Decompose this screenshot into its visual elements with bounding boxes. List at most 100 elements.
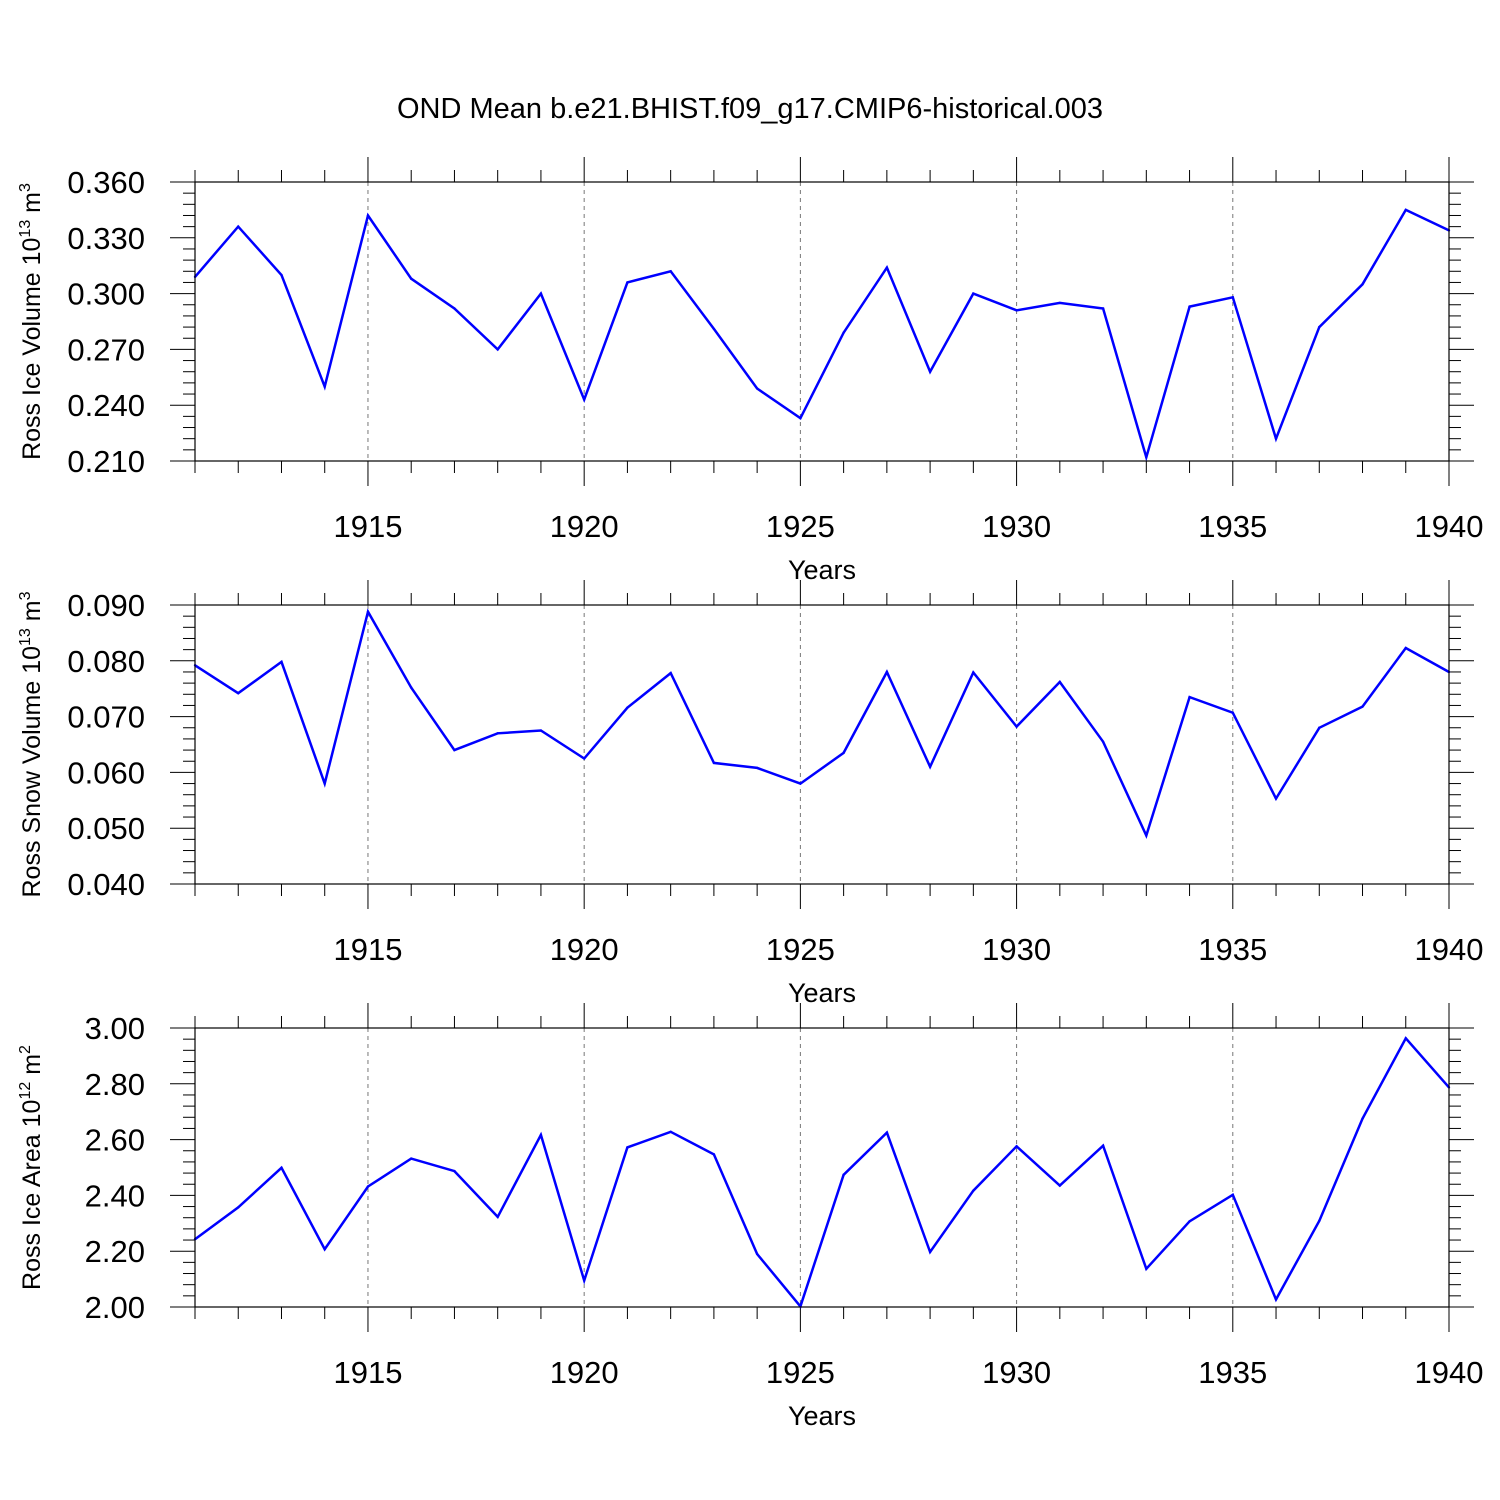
data-point-1934 [1188,1220,1191,1223]
x-tick-label: 1930 [982,1355,1051,1390]
data-point-1922 [669,1130,672,1133]
data-point-1927 [885,670,889,674]
data-point-1923 [712,761,716,765]
data-point-1930 [1015,309,1018,312]
y-tick-label: 2.40 [85,1178,145,1213]
y-tick-label: 0.070 [67,700,145,735]
data-point-1927 [885,1131,889,1134]
data-point-1918 [496,1215,499,1219]
data-point-1915 [366,610,370,613]
data-point-1914 [323,782,326,785]
x-tick-label: 1940 [1415,1355,1484,1390]
x-tick-label: 1925 [766,1355,835,1390]
data-point-1918 [496,732,499,735]
data-point-1915 [366,1185,370,1188]
y-tick-label: 0.330 [67,221,145,256]
data-point-1913 [280,273,283,277]
data-point-1937 [1318,1219,1321,1222]
data-point-1912 [237,1206,240,1209]
series-line [194,608,1450,839]
data-point-1918 [496,348,499,351]
data-point-1929 [972,1189,975,1192]
y-tick-label: 0.060 [67,755,145,790]
data-point-1916 [410,1157,413,1160]
y-axis-label: Ross Ice Volume 1013 m3 [17,183,46,460]
data-point-1933 [1145,456,1148,459]
y-tick-label: 2.80 [85,1067,145,1102]
data-point-1930 [1015,1145,1018,1148]
data-point-1932 [1101,1144,1105,1147]
y-tick-label: 0.300 [67,277,145,312]
data-point-1920 [582,398,586,401]
panel-3: 2.00 2.20 2.40 2.60 2.80 3.00 1915 1920 1925 1930… [17,1003,1483,1431]
plot-frame [194,604,1450,885]
data-point-1916 [410,686,413,689]
data-point-1919 [539,1133,543,1137]
data-point-1937 [1318,325,1321,329]
data-point-1939 [1404,1037,1407,1040]
y-axis-label: Ross Snow Volume 1013 m3 [17,591,46,897]
x-axis-label: Years [788,978,856,1008]
x-tick-label: 1915 [333,509,402,544]
data-point-1912 [237,225,240,228]
y-tick-label: 0.080 [67,644,145,679]
data-point-1913 [280,660,283,664]
data-point-1926 [842,331,845,334]
data-point-1913 [280,1166,283,1169]
x-tick-label: 1925 [766,932,835,967]
data-point-1932 [1101,740,1105,743]
data-point-1928 [928,765,932,769]
y-tick-label: 2.00 [85,1290,145,1325]
y-tick-label: 3.00 [85,1011,145,1046]
data-point-1924 [755,766,759,770]
y-tick-label: 0.040 [67,867,145,902]
x-tick-label: 1940 [1415,509,1484,544]
data-point-1936 [1274,797,1278,800]
x-tick-label: 1920 [550,509,619,544]
data-point-1914 [323,385,326,388]
x-tick-label: 1935 [1198,1355,1267,1390]
data-point-1929 [972,671,975,674]
data-point-1931 [1058,1184,1062,1187]
y-tick-label: 2.20 [85,1234,145,1269]
data-point-1938 [1361,283,1364,286]
data-point-1917 [453,1169,456,1173]
data-point-1937 [1318,726,1321,729]
panel-2: 0.040 0.050 0.060 0.070 0.080 0.090 1915 1920 19… [17,580,1483,1008]
data-point-1934 [1188,305,1191,308]
data-point-1925 [799,782,802,785]
data-point-1933 [1145,1267,1148,1270]
data-point-1935 [1231,1193,1234,1197]
data-point-1939 [1404,208,1407,212]
x-tick-label: 1930 [982,932,1051,967]
data-point-1931 [1058,301,1062,305]
data-point-1923 [712,1153,716,1156]
y-tick-label: 0.090 [67,588,145,623]
data-point-1938 [1361,705,1364,708]
x-tick-label: 1915 [333,1355,402,1390]
y-tick-label: 0.210 [67,444,145,479]
data-point-1922 [669,270,672,273]
x-tick-label: 1920 [550,932,619,967]
data-point-1929 [972,292,975,295]
x-tick-label: 1915 [333,932,402,967]
data-point-1924 [755,1252,759,1256]
data-point-1912 [237,691,240,695]
data-point-1914 [323,1248,326,1251]
data-point-1921 [626,281,629,284]
data-point-1916 [410,277,413,280]
data-point-1928 [928,1250,932,1254]
y-tick-label: 0.240 [67,388,145,423]
data-point-1934 [1188,695,1191,699]
plot-frame [194,1027,1450,1308]
x-tick-label: 1930 [982,509,1051,544]
x-tick-label: 1935 [1198,932,1267,967]
data-point-1936 [1274,1298,1278,1301]
x-tick-label: 1925 [766,509,835,544]
data-point-1920 [582,1279,586,1282]
x-tick-label: 1940 [1415,932,1484,967]
data-point-1926 [842,751,845,755]
figure-title: OND Mean b.e21.BHIST.f09_g17.CMIP6-histo… [397,93,1103,125]
